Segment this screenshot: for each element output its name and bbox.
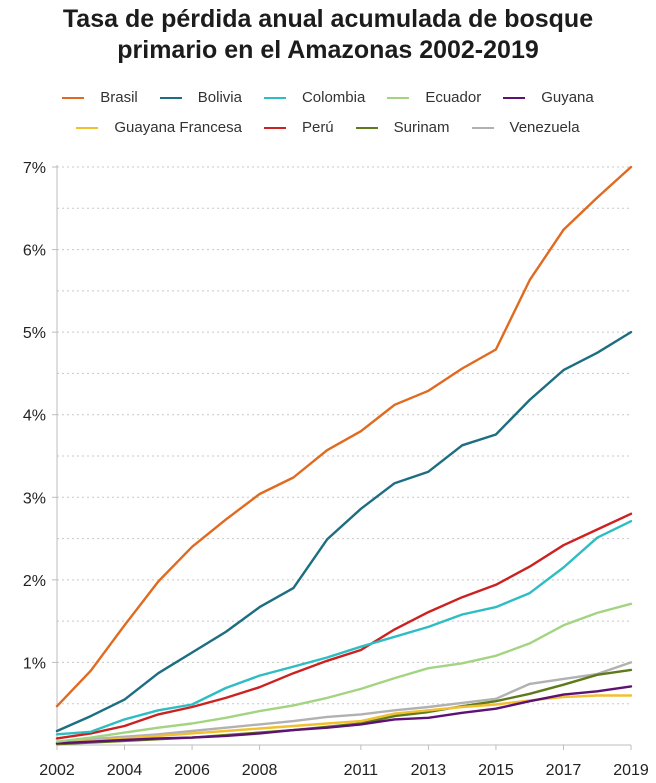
legend-label: Colombia (301, 89, 366, 106)
legend-row-2: Guayana Francesa Perú Surinam Venezuela (0, 119, 656, 136)
x-tick-label: 2002 (39, 762, 75, 779)
y-tick-label: 7% (23, 160, 46, 177)
legend-item-ecuador: Ecuador (387, 89, 481, 106)
legend-item-brasil: Brasil (62, 89, 138, 106)
x-tick-label: 2015 (478, 762, 514, 779)
legend-item-venezuela: Venezuela (471, 119, 580, 136)
legend-swatch (62, 96, 85, 99)
y-tick-label: 5% (23, 325, 46, 342)
legend-swatch (503, 96, 526, 99)
legend-label: Surinam (393, 119, 450, 136)
legend-item-guayana-francesa: Guayana Francesa (76, 119, 242, 136)
x-tick-label: 2013 (411, 762, 447, 779)
x-tick-label: 2006 (174, 762, 210, 779)
y-tick-label: 6% (23, 243, 46, 260)
axes: 1% 2% 3% 4% 5% 6% 7% 2002 2004 2006 2008 2011 2013 20… (23, 160, 649, 779)
legend-item-surinam: Surinam (355, 119, 450, 136)
x-tick-label: 2017 (546, 762, 582, 779)
series-line-colombia (55, 520, 633, 736)
legend-swatch (471, 126, 494, 129)
series-line-guyana (55, 685, 633, 745)
legend-swatch (263, 126, 286, 129)
legend-item-bolivia: Bolivia (159, 89, 242, 106)
legend-label: Bolivia (197, 89, 242, 106)
legend-item-colombia: Colombia (263, 89, 366, 106)
series-line-ecuador (55, 602, 633, 743)
series-lines (55, 165, 633, 746)
legend-swatch (387, 96, 410, 99)
legend-label: Brasil (100, 89, 138, 106)
x-tick-label: 2008 (242, 762, 278, 779)
legend-item-guyana: Guyana (503, 89, 594, 106)
x-tick-label: 2004 (107, 762, 143, 779)
legend-label: Guayana Francesa (114, 119, 242, 136)
series-line-venezuela (55, 661, 633, 744)
chart-title-line-1: Tasa de pérdida anual acumulada de bosqu… (62, 5, 594, 33)
chart-title-line-2: primario en el Amazonas 2002-2019 (117, 36, 539, 64)
y-tick-label: 1% (23, 655, 46, 672)
legend-row-1: Brasil Bolivia Colombia Ecuador Guyana (0, 89, 656, 106)
legend-label: Guyana (541, 89, 594, 106)
gridlines (57, 166, 631, 705)
legend-item-peru: Perú (263, 119, 334, 136)
legend-swatch (159, 96, 182, 99)
x-tick-label: 2011 (344, 762, 379, 779)
y-tick-label: 3% (23, 490, 46, 507)
chart-title: Tasa de pérdida anual acumulada de bosqu… (0, 4, 656, 66)
legend-label: Venezuela (509, 119, 580, 136)
series-line-bolivia (55, 330, 633, 733)
legend-swatch (355, 126, 378, 129)
series-line-brasil (55, 165, 633, 708)
legend-label: Perú (301, 119, 334, 136)
y-tick-label: 2% (23, 573, 46, 590)
legend-label: Ecuador (425, 89, 482, 106)
y-tick-label: 4% (23, 408, 46, 425)
legend-swatch (263, 96, 286, 99)
series-line-peru (55, 512, 633, 740)
x-tick-label: 2019 (613, 762, 649, 779)
legend-swatch (76, 126, 99, 129)
